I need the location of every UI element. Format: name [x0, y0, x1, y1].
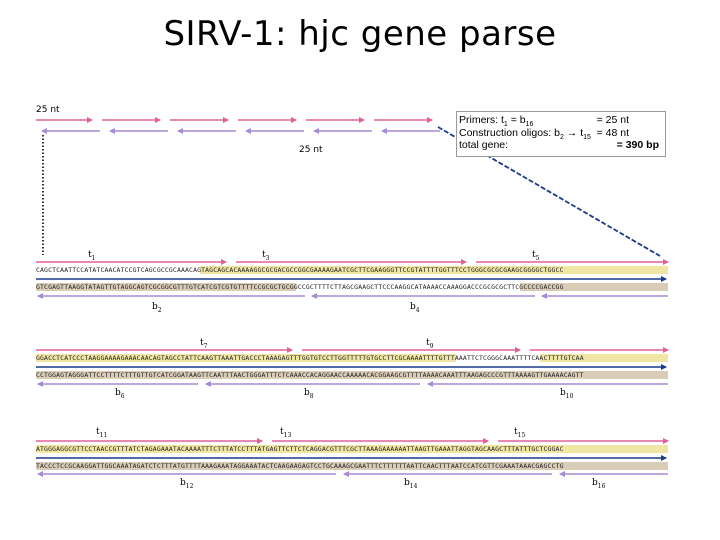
info-oligos-sub2: 15 [583, 133, 591, 141]
row3-arrows [36, 438, 669, 477]
label-t11: t11 [96, 427, 108, 439]
row2-top-highlight [36, 354, 456, 362]
scale-label-mid: 25 nt [299, 145, 323, 155]
scale-arrows-top [36, 117, 440, 134]
label-t3: t3 [262, 250, 270, 262]
row2-bottom-highlight [36, 371, 668, 379]
info-oligos: Construction oligos: b2 → t15 = 48 nt [459, 126, 661, 141]
info-oligos-value: = 48 nt [596, 126, 629, 139]
info-oligos-label: Construction oligos: b [459, 126, 560, 139]
row1-arrows [36, 259, 669, 299]
row2-top-highlight-2 [540, 354, 668, 362]
info-primers-sub1: 1 [503, 121, 508, 129]
label-t1: t1 [88, 250, 96, 262]
info-primers: Primers: t1 = b16 = 25 nt [459, 114, 661, 129]
info-oligos-mid: → t [563, 126, 584, 139]
row1-top-highlight [200, 266, 668, 274]
label-b14: b14 [404, 478, 418, 490]
seq-row2-top: GGACCTCATCCCTAAGGAAAAGAAACAACAGTAGCCTATT… [36, 354, 584, 362]
label-t9: t9 [426, 338, 434, 350]
label-b4: b4 [410, 302, 420, 314]
info-primers-value: = 25 nt [596, 114, 629, 126]
label-b6: b6 [115, 388, 125, 400]
seq-row1-bottom: GTCGAGTTAAGGTATAGTTGTAGGCAGTCGCGGCGTTTGT… [36, 283, 564, 291]
info-box: Primers: t1 = b16 = 25 nt Construction o… [456, 111, 666, 157]
scale-label-top: 25 nt [36, 105, 60, 115]
info-total: total gene: = 390 bp [459, 139, 661, 152]
row2-arrows [36, 347, 669, 387]
label-b10: b10 [560, 388, 574, 400]
label-t15: t15 [514, 427, 526, 439]
label-t7: t7 [200, 338, 208, 350]
label-t5: t5 [532, 250, 540, 262]
info-primers-sub2: 16 [525, 121, 534, 129]
label-b16: b16 [592, 478, 606, 490]
label-t13: t13 [280, 427, 292, 439]
info-oligos-sub1: 2 [559, 133, 564, 141]
page-title: SIRV-1: hjc gene parse [163, 14, 557, 54]
label-b12: b12 [180, 478, 194, 490]
label-b2: b2 [152, 302, 162, 314]
seq-row1-top: CAGCTCAATTCCATATCAACATCCGTCAGCGCCGCAAACA… [36, 266, 564, 274]
info-total-value: = 390 bp [616, 139, 659, 151]
info-primers-label: Primers: t [459, 114, 504, 126]
seq-row3-top: ATGGGAGGCGTTCCTAACCGTTTATCTAGAGAAATACAAA… [36, 445, 564, 453]
seq-row2-bottom: CCTGGAGTAGGGATTCCTTTTCTTTGTTGTCATCGGATAA… [36, 371, 584, 379]
info-total-label: total gene: [459, 139, 509, 151]
row1-bottom-highlight [36, 283, 296, 291]
label-b8: b8 [304, 388, 314, 400]
info-primers-mid: = b [507, 114, 526, 126]
row3-bottom-highlight [36, 462, 668, 470]
row1-bottom-highlight-2 [520, 283, 668, 291]
row3-top-highlight [36, 445, 668, 453]
seq-row3-bottom: TACCCTCCGCAAGGATTGGCAAATAGATCTCTTTATGTTT… [36, 462, 564, 470]
